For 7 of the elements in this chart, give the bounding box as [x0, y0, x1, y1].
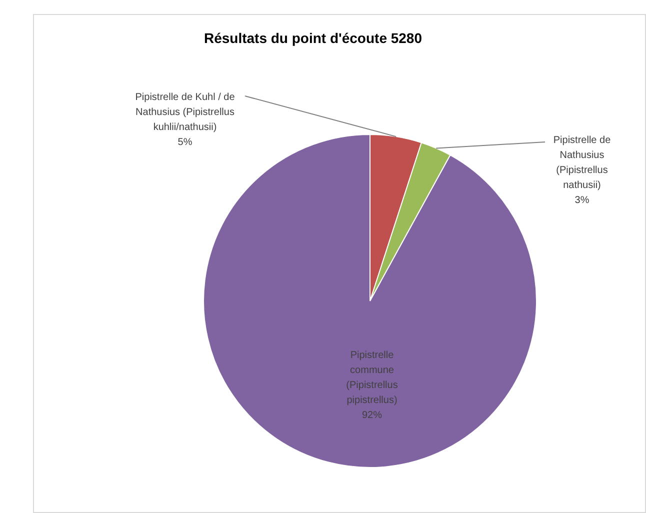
slice-label: Pipistrelle commune (Pipistrellus pipistrellus) — [346, 350, 398, 406]
data-label: 92% — [362, 410, 382, 421]
chart-title: Résultats du point d'écoute 5280 — [202, 30, 424, 46]
slice-label: Pipistrelle de Kuhl / de Nathusius (Pipistrellus kuhlii/nathusii) — [135, 92, 236, 133]
slice-label: Pipistrelle de Nathusius (Pipistrellus nathusii) — [553, 134, 612, 191]
data-label: 3% — [574, 194, 590, 206]
data-label: 5% — [178, 136, 192, 148]
